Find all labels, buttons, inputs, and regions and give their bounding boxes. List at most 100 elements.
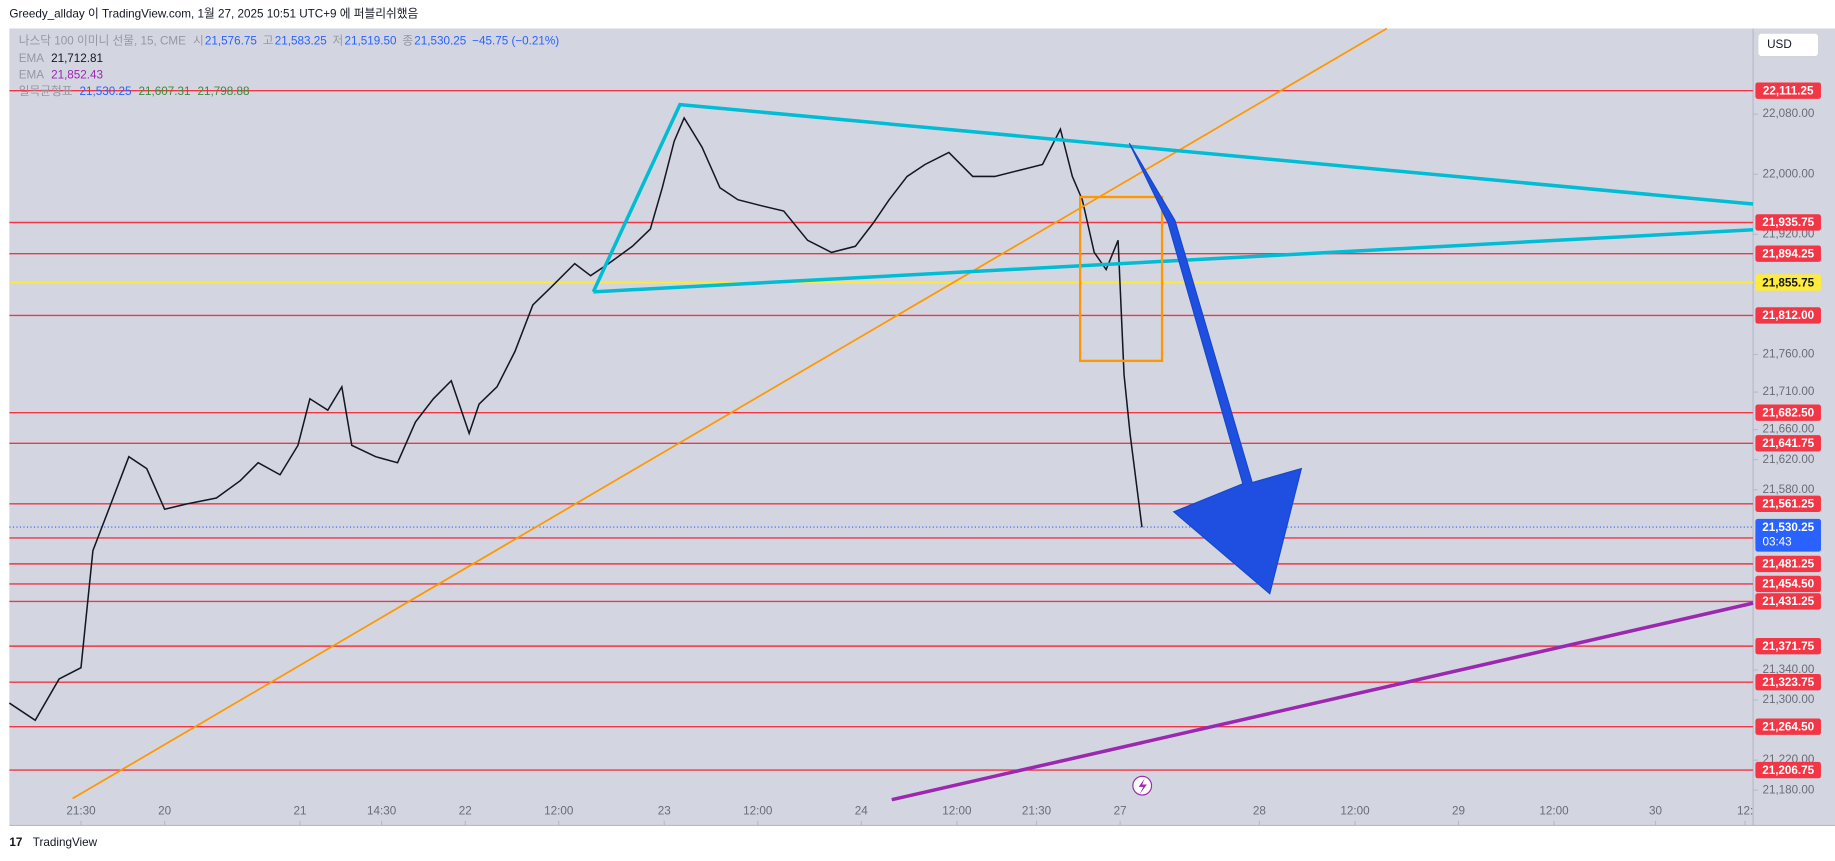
x-tick-label: 24: [855, 805, 869, 818]
level-label-box: [1755, 435, 1821, 452]
level-label: 21,561.25: [1762, 497, 1814, 510]
level-label-box: [1755, 245, 1821, 262]
x-tick-label: 22: [459, 805, 472, 818]
level-label-box: [1755, 718, 1821, 735]
currency-box[interactable]: [1757, 32, 1820, 58]
price-line: [8, 116, 1143, 722]
indicator-name: EMA: [19, 52, 45, 65]
y-tick-label: 21,620.00: [1762, 453, 1814, 466]
level-label-box: [1755, 673, 1821, 691]
axes: 22,080.0022,000.0021,920.0021,760.0021,7…: [66, 107, 1815, 826]
level-label-box: [1755, 274, 1821, 291]
level-label-box: [1755, 307, 1821, 324]
level-label: 21,431.25: [1762, 595, 1814, 608]
plot-area: [9, 28, 1754, 826]
x-tick-label: 20: [158, 805, 172, 818]
x-tick-label: 12:00: [1539, 805, 1569, 818]
level-label: 21,812.00: [1762, 309, 1814, 322]
x-tick-label: 12:00: [1340, 805, 1370, 818]
ohlc-value: 21,576.75: [205, 34, 257, 47]
box-drawing: [1078, 195, 1164, 363]
level-label-box: [1755, 637, 1821, 655]
level-label: 21,935.75: [1762, 216, 1814, 229]
indicator-value: 21,712.81: [51, 52, 103, 65]
level-label: 21,371.75: [1762, 640, 1814, 653]
price-axis: [1753, 28, 1835, 826]
level-label-box: [1755, 555, 1821, 573]
x-tick-label: 23: [658, 805, 671, 818]
level-label: 21,894.25: [1762, 247, 1814, 260]
y-tick-label: 21,580.00: [1762, 483, 1814, 496]
level-label-box: [1755, 761, 1821, 779]
level-label: 21,206.75: [1762, 764, 1814, 777]
symbol: 나스닥 100 이미니 선물, 15, CME: [19, 34, 186, 47]
triangle-line: [591, 102, 1754, 293]
ohlc-label: 시: [193, 34, 204, 47]
level-label-box: [1755, 214, 1821, 231]
x-tick-label: 21: [293, 805, 306, 818]
x-tick-label: 30: [1649, 805, 1663, 818]
x-tick-label: 12:00: [544, 805, 574, 818]
countdown: 03:43: [1762, 535, 1791, 548]
ohlc-value: 21,530.25: [414, 34, 466, 47]
indicator-value: 21,607.31: [139, 85, 191, 98]
drawings: [72, 27, 1754, 802]
ohlc-label: 저: [333, 34, 344, 47]
level-label-box: [1755, 593, 1821, 610]
x-tick-label: 12:00: [942, 805, 972, 818]
level-label-box: [1755, 404, 1821, 421]
x-tick-label: 14:30: [367, 805, 397, 818]
level-label: 21,323.75: [1762, 676, 1814, 689]
indicator-value: 21,852.43: [51, 68, 103, 81]
levels: 22,111.25 21,935.75 21,894.25 21,855.75 21,8…: [9, 82, 1821, 779]
brand: TradingView: [33, 836, 98, 849]
level-label-box: [1755, 495, 1821, 512]
triangle-line: [593, 228, 1754, 294]
trend-line: [891, 601, 1754, 802]
last-price-label: 21,530.25: [1762, 521, 1814, 534]
trend-line: [72, 27, 1388, 800]
level-label: 21,641.75: [1762, 437, 1814, 450]
ohlc-value: 21,519.50: [344, 34, 396, 47]
x-tick-label: 28: [1253, 805, 1266, 818]
level-label: 22,111.25: [1763, 84, 1814, 97]
y-tick-label: 21,660.00: [1762, 423, 1814, 436]
y-tick-label: 21,340.00: [1762, 663, 1814, 676]
price-series: [8, 116, 1143, 722]
x-tick-label: 12:: [1737, 805, 1753, 818]
y-tick-label: 22,080.00: [1762, 107, 1814, 120]
level-label: 21,454.50: [1762, 578, 1814, 591]
level-label: 21,682.50: [1762, 406, 1814, 419]
x-tick-label: 21:30: [66, 805, 96, 818]
y-tick-label: 21,710.00: [1762, 385, 1814, 398]
level-label-box: [1755, 575, 1821, 593]
y-tick-label: 21,180.00: [1762, 783, 1814, 796]
y-tick-label: 22,000.00: [1762, 167, 1814, 180]
event-icon-glyph: [1138, 778, 1147, 794]
y-tick-label: 21,300.00: [1762, 693, 1814, 706]
indicator-name: 일목균형표: [19, 84, 73, 98]
change: −45.75 (−0.21%): [472, 34, 559, 47]
publish-title: Greedy_allday 이 TradingView.com, 1월 27, …: [9, 8, 418, 21]
ohlc-label: 종: [402, 34, 413, 47]
currency: USD: [1767, 38, 1792, 51]
level-label: 21,855.75: [1762, 276, 1814, 289]
brand-logo: 17: [9, 836, 22, 849]
x-tick-label: 27: [1114, 805, 1127, 818]
indicator-value: 21,798.88: [198, 85, 250, 98]
x-tick-label: 29: [1452, 805, 1465, 818]
level-label: 21,264.50: [1762, 720, 1814, 733]
ohlc-label: 고: [263, 34, 274, 47]
arrow-drawing: [1128, 142, 1303, 595]
indicator-name: EMA: [19, 68, 45, 81]
x-tick-label: 12:00: [743, 805, 773, 818]
legend: 나스닥 100 이미니 선물, 15, CME 시 21,576.75 고 21,583…: [19, 34, 560, 97]
indicator-value: 21,530.25: [80, 85, 132, 98]
last-price-box: [1755, 518, 1821, 552]
level-label: 21,481.25: [1762, 558, 1814, 571]
ohlc-value: 21,583.25: [275, 34, 327, 47]
x-tick-label: 21:30: [1022, 805, 1052, 818]
y-tick-label: 21,760.00: [1762, 348, 1814, 361]
